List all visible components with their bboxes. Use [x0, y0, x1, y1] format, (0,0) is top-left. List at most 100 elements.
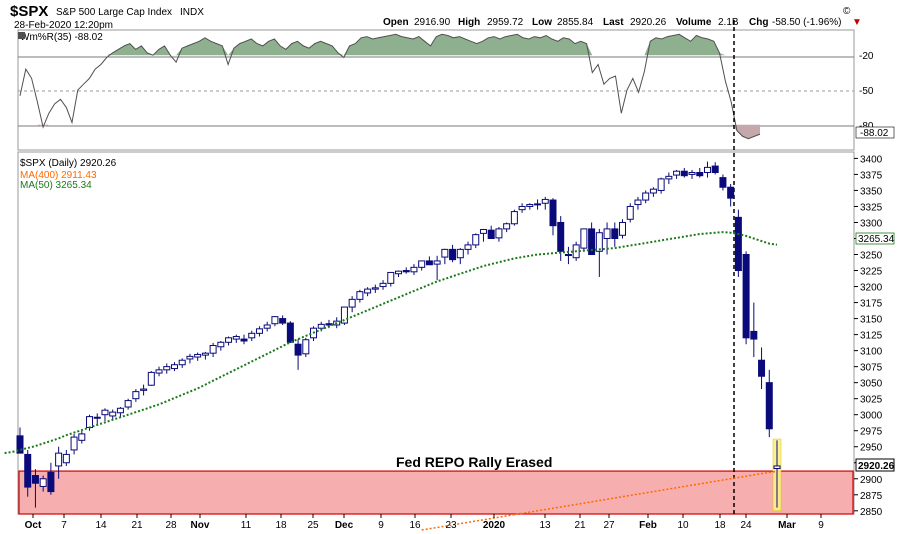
xtick-label: 13: [539, 520, 551, 531]
ma50-legend: MA(50) 3265.34: [20, 180, 92, 191]
candle-body: [464, 244, 472, 250]
candle-body: [209, 344, 217, 354]
candle-body: [294, 343, 302, 356]
candle-body: [433, 260, 441, 265]
candle-body: [673, 170, 681, 176]
ytick-label: 3200: [860, 283, 883, 294]
candle-body: [279, 318, 287, 324]
xtick-label: 2020: [483, 520, 506, 531]
candle-body: [62, 453, 70, 464]
candle-body: [325, 323, 333, 326]
candle-body: [232, 336, 240, 340]
candle-body: [549, 199, 557, 227]
candle-body: [101, 409, 109, 416]
wr-overbought-fill: [20, 34, 760, 56]
candle-body: [626, 205, 634, 220]
xtick-label: 16: [409, 520, 421, 531]
candle-body: [487, 229, 495, 239]
xtick-label: 9: [378, 520, 384, 531]
candle-body: [340, 306, 348, 324]
ytick-label: 3400: [860, 154, 883, 165]
candle-body: [78, 433, 86, 441]
xtick-label: 14: [95, 520, 107, 531]
annotation-text: Fed REPO Rally Erased: [396, 454, 552, 470]
wr-ytick-label: -80: [859, 121, 874, 132]
ytick-label: 3075: [860, 363, 883, 374]
candle-body: [402, 270, 410, 273]
williams-r-panel: Wm%R(35) -88.02 -20 -50 -80 -88.02: [17, 29, 895, 151]
ma50-value: 3265.34: [858, 234, 895, 245]
candle-body: [240, 338, 248, 342]
xtick-label: Feb: [639, 520, 657, 531]
candle-body: [286, 322, 294, 343]
candle-body: [510, 211, 518, 225]
candle-body: [418, 260, 426, 268]
candle-body: [155, 369, 163, 374]
ytick-label: 2875: [860, 491, 883, 502]
last-label: Last: [603, 17, 624, 28]
ytick-label: 3325: [860, 202, 883, 213]
candle-body: [348, 298, 356, 308]
xtick-label: 11: [241, 520, 252, 531]
ytick-label: 3375: [860, 170, 883, 181]
support-zone: [18, 470, 854, 515]
ma50-value-box: [855, 232, 895, 245]
candle-body: [317, 323, 325, 329]
ytick-label: 3225: [860, 267, 883, 278]
candle-body: [619, 221, 627, 236]
low-value: 2855.84: [557, 17, 594, 28]
ytick-label: 3250: [860, 251, 883, 262]
symbol: $SPX: [10, 3, 48, 20]
xtick-label: Nov: [191, 520, 210, 531]
xtick-label: 21: [131, 520, 143, 531]
ma400-line: [421, 470, 778, 531]
xtick-label: Dec: [335, 520, 354, 531]
ytick-label: 3175: [860, 299, 883, 310]
candle-body: [116, 407, 124, 414]
candle-body: [356, 291, 364, 300]
candle-body: [140, 388, 148, 391]
candle-body: [364, 288, 372, 294]
candle-body: [603, 228, 611, 239]
candle-body: [665, 175, 673, 180]
candle-body: [387, 271, 395, 284]
xtick-label: 27: [603, 520, 615, 531]
ytick-label: 3150: [860, 315, 883, 326]
ma50-line: [4, 231, 778, 455]
candle-body: [31, 475, 39, 484]
candle-body: [711, 165, 719, 174]
xtick-label: 25: [307, 520, 319, 531]
candle-body: [410, 266, 418, 273]
xtick-label: 10: [677, 520, 689, 531]
candle-body: [70, 436, 78, 451]
candle-body: [526, 204, 534, 207]
exchange: INDX: [180, 7, 204, 18]
price-title: $SPX (Daily) 2920.26: [20, 158, 117, 169]
chg-down-icon: ▼: [852, 17, 862, 28]
xtick-label: 9: [818, 520, 824, 531]
candle-body: [217, 341, 225, 348]
candle-body: [449, 248, 457, 261]
candle-body: [541, 198, 549, 204]
candle-body: [201, 352, 209, 356]
candle-body: [255, 328, 263, 334]
xtick-label: Oct: [25, 520, 42, 531]
date-time: 28-Feb-2020 12:20pm: [14, 20, 113, 31]
index-name: S&P 500 Large Cap Index: [56, 7, 172, 18]
ytick-label: 2900: [860, 475, 883, 486]
candle-body: [719, 177, 727, 188]
candle-body: [271, 316, 279, 325]
last-price-value: 2920.26: [858, 461, 895, 472]
candle-body: [580, 228, 588, 249]
ytick-label: 3050: [860, 379, 883, 390]
wr-title: Wm%R(35) -88.02: [20, 32, 103, 43]
volume-label: Volume: [676, 17, 712, 28]
candle-body: [194, 353, 202, 358]
candle-body: [649, 188, 657, 194]
candle-body: [734, 216, 742, 272]
candle-body: [225, 337, 233, 343]
xtick-label: 18: [714, 520, 726, 531]
last-value: 2920.26: [630, 17, 667, 28]
ytick-label: 2950: [860, 443, 883, 454]
candle-body: [765, 382, 773, 430]
